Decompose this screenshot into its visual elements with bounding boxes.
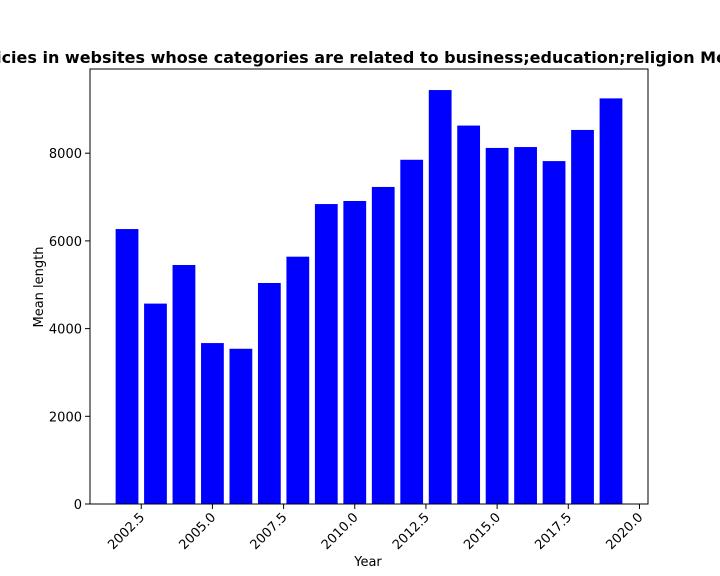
bar-2018	[571, 129, 594, 504]
bar-2004	[172, 265, 196, 504]
bar-2002	[115, 229, 139, 504]
bar-2008	[286, 256, 310, 504]
x-axis-ticks: 2002.5 2005.0 2007.5 2010.0 2012.5 2015.0 2017…	[105, 504, 646, 553]
y-axis-label: Mean length	[32, 247, 47, 328]
bars-group	[115, 90, 623, 505]
x-tick-label: 2015.0	[461, 510, 504, 553]
bar-2016	[514, 147, 537, 504]
bar-2010	[343, 200, 367, 505]
x-tick-label: 2020.0	[604, 510, 647, 553]
chart-title: Mean length of privacy policies in websi…	[0, 48, 720, 67]
bar-2011	[371, 186, 395, 504]
bar-2009	[314, 204, 338, 504]
bar-2005	[201, 343, 224, 504]
bar-2014	[457, 125, 481, 505]
bar-2012	[400, 159, 424, 504]
x-tick-label: 2002.5	[105, 510, 148, 553]
y-axis-ticks: 0 2000 4000 6000 8000	[49, 147, 90, 513]
bar-2013	[428, 90, 452, 504]
bar-2015	[485, 147, 509, 504]
bar-2007	[257, 282, 281, 504]
x-tick-label: 2012.5	[390, 510, 433, 553]
y-tick-label: 2000	[49, 410, 82, 425]
y-tick-label: 8000	[49, 147, 82, 162]
x-tick-label: 2005.0	[176, 510, 219, 553]
x-tick-label: 2007.5	[248, 510, 291, 553]
plot-frame	[89, 68, 649, 505]
bar-2006	[229, 348, 253, 504]
y-tick-label: 4000	[49, 323, 82, 338]
bar-2003	[144, 303, 167, 504]
bar-2017	[542, 161, 566, 504]
x-axis-label: Year	[353, 555, 382, 570]
x-tick-label: 2010.0	[319, 510, 362, 553]
bar-2019	[599, 98, 623, 505]
x-tick-label: 2017.5	[532, 510, 575, 553]
y-tick-label: 6000	[49, 235, 82, 250]
y-tick-label: 0	[74, 498, 82, 513]
